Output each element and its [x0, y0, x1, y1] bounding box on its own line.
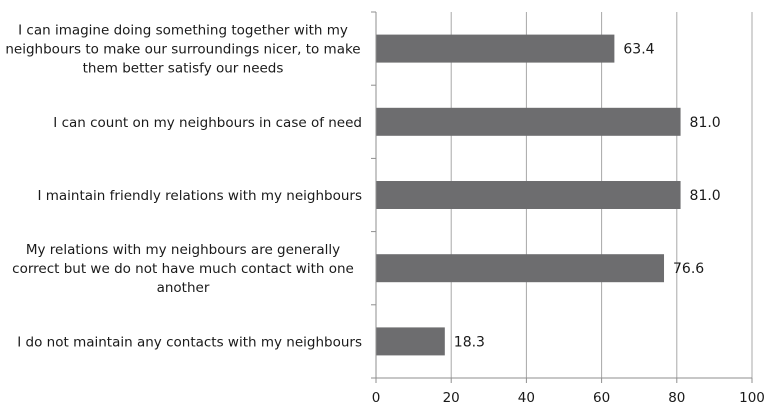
x-tick-label-100: 100	[739, 390, 765, 406]
bar-4	[376, 327, 445, 356]
x-tick-label-40: 40	[518, 390, 535, 406]
value-label-1: 81.0	[690, 115, 721, 131]
x-tick-label-80: 80	[668, 390, 685, 406]
x-tick-label-60: 60	[593, 390, 610, 406]
category-label-3: My relations with my neighbours are gene…	[12, 242, 354, 296]
axis-layer: 0 20 40 60 80 100	[371, 11, 765, 406]
category-label-4: I do not maintain any contacts with my n…	[17, 334, 362, 350]
category-label-0: I can imagine doing something together w…	[5, 23, 360, 77]
bar-layer	[376, 34, 681, 356]
label-layer: 63.4 I can imagine doing something togeth…	[5, 23, 720, 351]
bar-2	[376, 181, 681, 209]
category-label-2: I maintain friendly relations with my ne…	[37, 188, 362, 204]
bar-1	[376, 107, 681, 136]
bar-0	[376, 34, 615, 63]
value-label-0: 63.4	[623, 42, 654, 58]
x-tick-label-20: 20	[443, 390, 460, 406]
value-label-4: 18.3	[454, 334, 485, 350]
bar-3	[376, 254, 665, 283]
x-tick-label-0: 0	[372, 390, 381, 406]
value-label-3: 76.6	[673, 261, 704, 277]
value-label-2: 81.0	[690, 188, 721, 204]
category-label-1: I can count on my neighbours in case of …	[53, 115, 362, 131]
